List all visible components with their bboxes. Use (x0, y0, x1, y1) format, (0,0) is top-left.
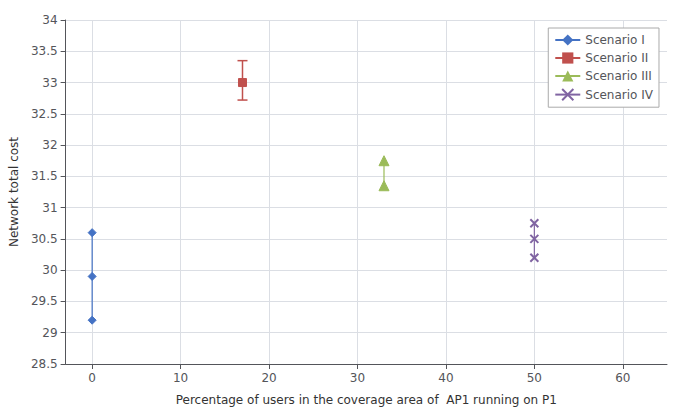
svg-text:Scenario III: Scenario III (585, 69, 652, 83)
svg-text:10: 10 (173, 371, 188, 385)
svg-text:50: 50 (527, 371, 542, 385)
svg-text:60: 60 (615, 371, 630, 385)
svg-text:30: 30 (42, 263, 57, 277)
svg-text:Percentage of users in the cov: Percentage of users in the coverage area… (176, 393, 557, 407)
svg-text:Scenario II: Scenario II (585, 51, 648, 65)
svg-text:28.5: 28.5 (31, 357, 58, 371)
svg-text:Scenario I: Scenario I (585, 33, 645, 47)
svg-text:32: 32 (42, 138, 57, 152)
svg-text:34: 34 (42, 13, 57, 27)
svg-text:0: 0 (88, 371, 96, 385)
svg-text:30.5: 30.5 (31, 232, 58, 246)
svg-text:29: 29 (42, 326, 57, 340)
svg-text:29.5: 29.5 (31, 294, 58, 308)
svg-text:Network total cost: Network total cost (7, 137, 21, 247)
svg-text:20: 20 (261, 371, 276, 385)
svg-text:30: 30 (350, 371, 365, 385)
svg-text:40: 40 (438, 371, 453, 385)
svg-text:Scenario IV: Scenario IV (585, 88, 654, 102)
svg-text:31: 31 (42, 201, 57, 215)
svg-text:33: 33 (42, 76, 57, 90)
svg-text:33.5: 33.5 (31, 44, 58, 58)
svg-text:32.5: 32.5 (31, 107, 58, 121)
svg-text:31.5: 31.5 (31, 169, 58, 183)
